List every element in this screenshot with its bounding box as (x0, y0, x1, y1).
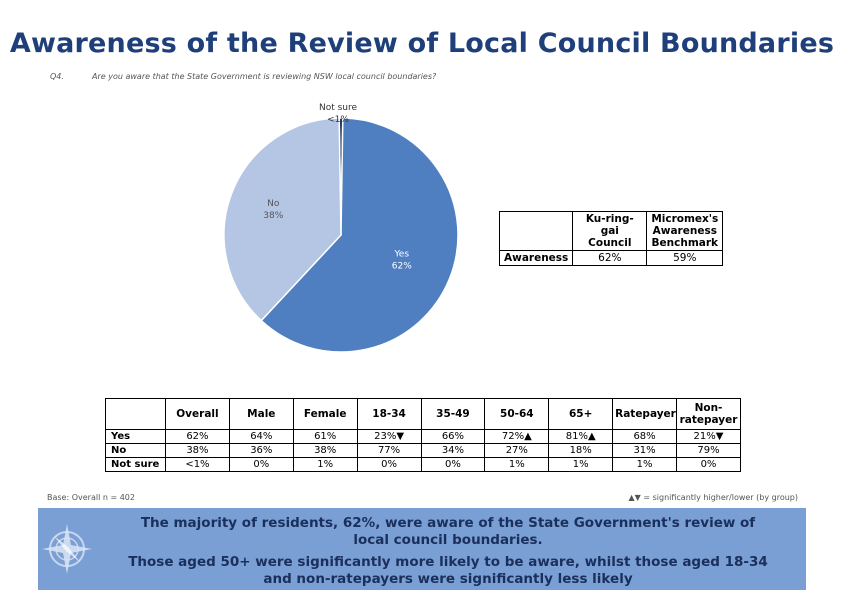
table-corner (105, 398, 166, 430)
row-label: Yes (105, 429, 166, 444)
summary-line-1: The majority of residents, 62%, were awa… (140, 515, 756, 531)
pie-label-no: No (267, 199, 280, 209)
pie-slice-no (223, 117, 342, 322)
benchmark-header-micromex: Micromex's Awareness Benchmark (646, 211, 724, 251)
significance-note: ▲▼ = significantly higher/lower (by grou… (628, 493, 799, 502)
table-cell: 1% (292, 457, 358, 472)
table-cell: 61% (292, 429, 358, 444)
table-cell: 1% (484, 457, 550, 472)
pie-label-not-sure: Not sure (319, 103, 358, 113)
table-header-row: Overall Male Female 18-34 35-49 50-64 65… (105, 398, 741, 430)
table-cell: 1% (612, 457, 677, 472)
table-row: No 38% 36% 38% 77% 34% 27% 18% 31% 79% (105, 443, 741, 458)
table-header: Non-ratepayer (676, 398, 741, 430)
pie-slice-yes (260, 117, 459, 353)
table-header: 18-34 (356, 398, 422, 430)
table-cell: 66% (420, 429, 486, 444)
table-cell: 27% (484, 443, 550, 458)
table-cell: 38% (292, 443, 358, 458)
table-cell: 68% (612, 429, 677, 444)
pie-label-yes: Yes (394, 249, 410, 259)
pie-value-not-sure: <1% (327, 115, 349, 125)
table-header: Female (292, 398, 358, 430)
table-cell: 36% (228, 443, 294, 458)
question-text: Are you aware that the State Government … (92, 72, 437, 81)
table-cell: <1% (165, 457, 230, 472)
table-cell: 81%▲ (548, 429, 614, 444)
table-cell: 1% (548, 457, 614, 472)
row-label: No (105, 443, 166, 458)
table-cell: 0% (228, 457, 294, 472)
benchmark-corner (498, 211, 574, 251)
table-row: Yes 62% 64% 61% 23%▼ 66% 72%▲ 81%▲ 68% 2… (105, 429, 741, 444)
pie-value-no: 38% (263, 211, 283, 221)
benchmark-row-label: Awareness (498, 250, 574, 266)
table-cell: 0% (420, 457, 486, 472)
pie-chart: Yes 62% No 38% Not sure <1% (223, 103, 459, 353)
table-header: 35-49 (420, 398, 486, 430)
table-header: 65+ (548, 398, 614, 430)
benchmark-header-council: Ku-ring-gai Council (572, 211, 648, 251)
summary-line-4: and non-ratepayers were significantly le… (263, 571, 633, 587)
table-header: Male (228, 398, 294, 430)
benchmark-table: Ku-ring-gai Council Micromex's Awareness… (498, 211, 724, 266)
table-cell: 72%▲ (484, 429, 550, 444)
table-cell: 64% (228, 429, 294, 444)
table-cell: 21%▼ (676, 429, 741, 444)
table-cell: 23%▼ (356, 429, 422, 444)
table-cell: 62% (165, 429, 230, 444)
table-cell: 77% (356, 443, 422, 458)
summary-box: The majority of residents, 62%, were awa… (38, 508, 806, 590)
summary-line-3: Those aged 50+ were significantly more l… (128, 554, 768, 570)
table-cell: 34% (420, 443, 486, 458)
table-header: Overall (165, 398, 230, 430)
pie-value-yes: 62% (392, 261, 412, 271)
page-title: Awareness of the Review of Local Council… (9, 28, 835, 59)
table-cell: 79% (676, 443, 741, 458)
benchmark-micromex-value: 59% (646, 250, 724, 266)
table-cell: 31% (612, 443, 677, 458)
table-cell: 38% (165, 443, 230, 458)
table-header: 50-64 (484, 398, 550, 430)
summary-line-2: local council boundaries. (353, 532, 543, 548)
table-cell: 0% (676, 457, 741, 472)
compass-icon (42, 524, 92, 574)
table-header: Ratepayer (612, 398, 677, 430)
question: Q4. Are you aware that the State Governme… (50, 72, 436, 81)
table-row: Not sure <1% 0% 1% 0% 0% 1% 1% 1% 0% (105, 457, 741, 472)
demographic-table: Overall Male Female 18-34 35-49 50-64 65… (105, 398, 741, 472)
base-note: Base: Overall n = 402 (47, 493, 135, 502)
table-cell: 0% (356, 457, 422, 472)
table-cell: 18% (548, 443, 614, 458)
row-label: Not sure (105, 457, 166, 472)
benchmark-council-value: 62% (572, 250, 648, 266)
question-number: Q4. (50, 72, 64, 81)
